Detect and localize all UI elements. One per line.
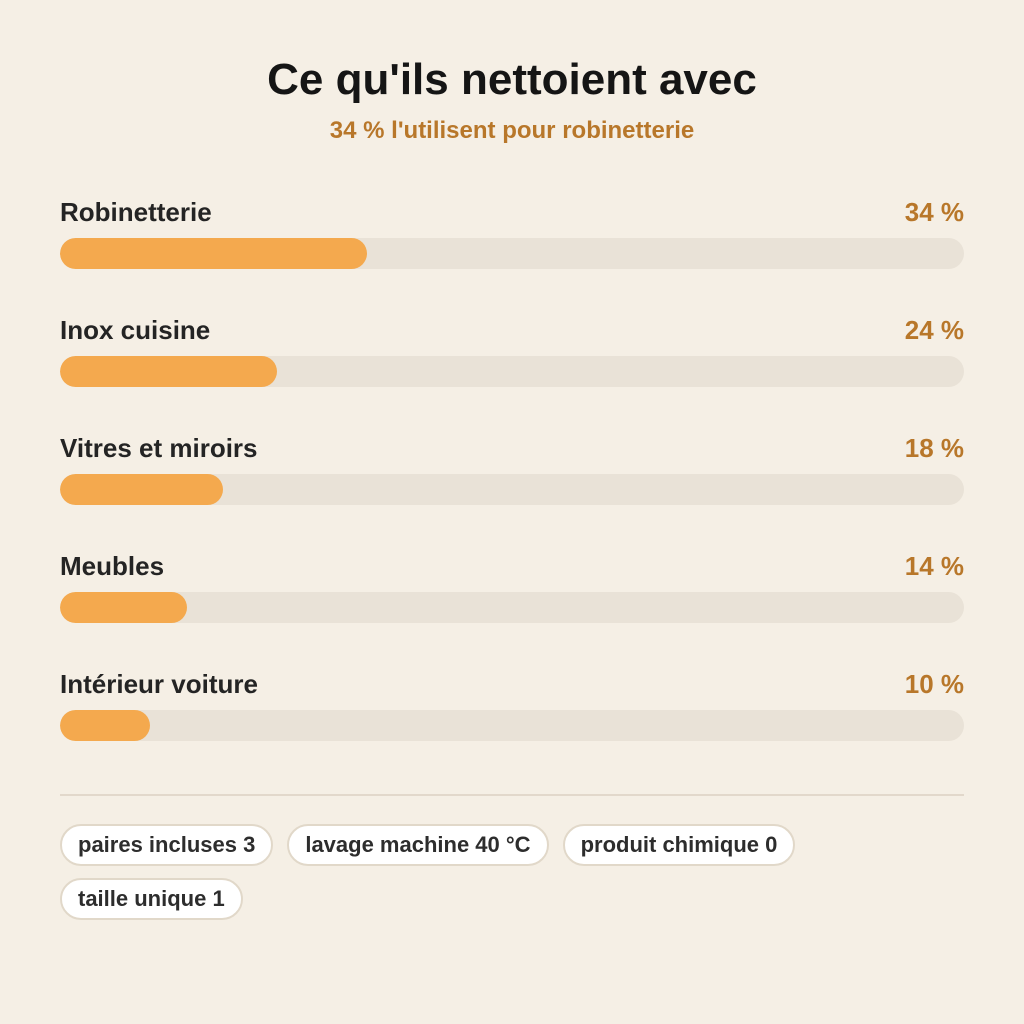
feature-chip: lavage machine 40 °C xyxy=(287,824,549,866)
bar-label: Vitres et miroirs xyxy=(60,433,258,463)
bar-label: Meubles xyxy=(60,551,165,581)
bar-track xyxy=(60,710,964,741)
bar-value-label: 34 % xyxy=(904,197,964,227)
bar-label: Intérieur voiture xyxy=(60,669,258,699)
bar xyxy=(60,710,150,741)
bar-track xyxy=(60,238,964,269)
bar xyxy=(60,474,223,505)
feature-chips: paires incluses 3 lavage machine 40 °C pro… xyxy=(60,824,964,920)
feature-chip: paires incluses 3 xyxy=(60,824,274,866)
feature-chip: taille unique 1 xyxy=(60,878,243,920)
divider xyxy=(60,794,964,796)
chart-header: Ce qu'ils nettoient avec 34 % l'utilisen… xyxy=(0,52,1024,146)
bar-row: Inox cuisine 24 % xyxy=(60,314,964,432)
feature-chip: produit chimique 0 xyxy=(562,824,796,866)
bar-track xyxy=(60,592,964,623)
bar xyxy=(60,238,367,269)
bar-list: Robinetterie 34 % Inox cuisine 24 % Vitres e… xyxy=(60,196,964,786)
bar xyxy=(60,356,277,387)
bar-row: Meubles 14 % xyxy=(60,550,964,668)
chart-subtitle: 34 % l'utilisent pour robinetterie xyxy=(329,117,695,144)
bar-value-label: 10 % xyxy=(904,669,964,699)
bar-value-label: 18 % xyxy=(904,433,964,463)
bar-row: Robinetterie 34 % xyxy=(60,196,964,314)
bar-value-label: 24 % xyxy=(904,315,964,345)
bar-value-label: 14 % xyxy=(904,551,964,581)
chart-title: Ce qu'ils nettoient avec xyxy=(267,55,757,104)
bar-row: Vitres et miroirs 18 % xyxy=(60,432,964,550)
bar-label: Robinetterie xyxy=(60,197,212,227)
bar-track xyxy=(60,474,964,505)
bar-track xyxy=(60,356,964,387)
bar xyxy=(60,592,187,623)
bar-label: Inox cuisine xyxy=(60,315,211,345)
bar-row: Intérieur voiture 10 % xyxy=(60,668,964,786)
